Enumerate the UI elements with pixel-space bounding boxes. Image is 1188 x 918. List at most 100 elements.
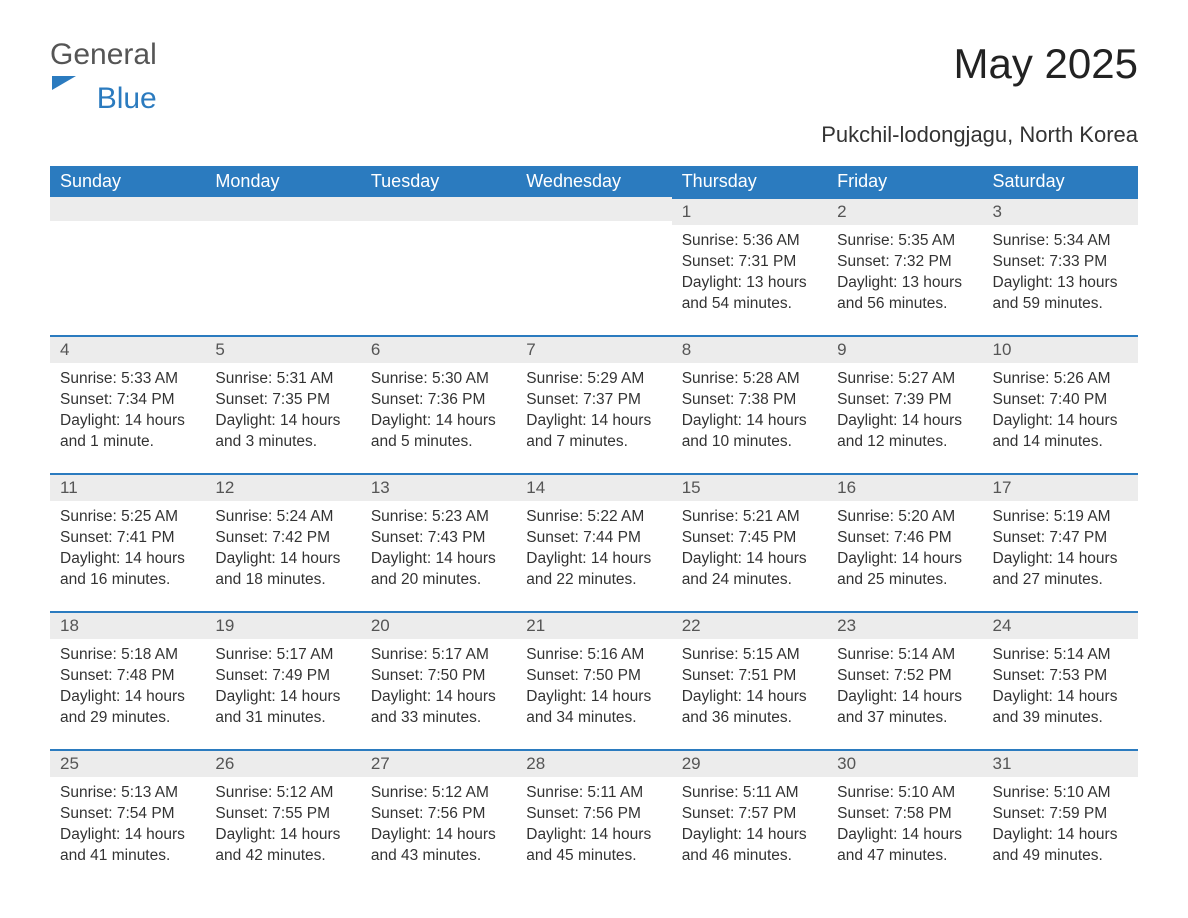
day-details: Sunrise: 5:36 AMSunset: 7:31 PMDaylight:… xyxy=(672,225,827,319)
logo-triangle-icon xyxy=(52,76,76,90)
daylight-text: Daylight: 14 hours and 45 minutes. xyxy=(526,825,661,867)
day-details: Sunrise: 5:35 AMSunset: 7:32 PMDaylight:… xyxy=(827,225,982,319)
calendar-cell: 28Sunrise: 5:11 AMSunset: 7:56 PMDayligh… xyxy=(516,749,671,887)
day-details: Sunrise: 5:14 AMSunset: 7:53 PMDaylight:… xyxy=(983,639,1138,733)
sunset-text: Sunset: 7:50 PM xyxy=(371,666,506,687)
sunrise-text: Sunrise: 5:33 AM xyxy=(60,369,195,390)
daylight-text: Daylight: 14 hours and 27 minutes. xyxy=(993,549,1128,591)
sunrise-text: Sunrise: 5:12 AM xyxy=(371,783,506,804)
calendar-cell: 3Sunrise: 5:34 AMSunset: 7:33 PMDaylight… xyxy=(983,197,1138,335)
calendar-week-row: 11Sunrise: 5:25 AMSunset: 7:41 PMDayligh… xyxy=(50,473,1138,611)
calendar-cell: 15Sunrise: 5:21 AMSunset: 7:45 PMDayligh… xyxy=(672,473,827,611)
sunrise-text: Sunrise: 5:18 AM xyxy=(60,645,195,666)
sunrise-text: Sunrise: 5:30 AM xyxy=(371,369,506,390)
calendar-cell: 8Sunrise: 5:28 AMSunset: 7:38 PMDaylight… xyxy=(672,335,827,473)
day-number: 21 xyxy=(516,611,671,639)
sunset-text: Sunset: 7:33 PM xyxy=(993,252,1128,273)
day-number: 2 xyxy=(827,197,982,225)
day-number: 3 xyxy=(983,197,1138,225)
sunset-text: Sunset: 7:35 PM xyxy=(215,390,350,411)
calendar-cell: 16Sunrise: 5:20 AMSunset: 7:46 PMDayligh… xyxy=(827,473,982,611)
sunrise-text: Sunrise: 5:21 AM xyxy=(682,507,817,528)
day-details: Sunrise: 5:17 AMSunset: 7:50 PMDaylight:… xyxy=(361,639,516,733)
sunrise-text: Sunrise: 5:11 AM xyxy=(682,783,817,804)
day-number: 11 xyxy=(50,473,205,501)
calendar-cell: 23Sunrise: 5:14 AMSunset: 7:52 PMDayligh… xyxy=(827,611,982,749)
weekday-header: Saturday xyxy=(983,166,1138,197)
sunset-text: Sunset: 7:39 PM xyxy=(837,390,972,411)
sunrise-text: Sunrise: 5:34 AM xyxy=(993,231,1128,252)
day-details: Sunrise: 5:12 AMSunset: 7:56 PMDaylight:… xyxy=(361,777,516,871)
logo: General Blue xyxy=(50,40,157,114)
sunrise-text: Sunrise: 5:14 AM xyxy=(837,645,972,666)
sunrise-text: Sunrise: 5:16 AM xyxy=(526,645,661,666)
daylight-text: Daylight: 14 hours and 41 minutes. xyxy=(60,825,195,867)
calendar-cell: 25Sunrise: 5:13 AMSunset: 7:54 PMDayligh… xyxy=(50,749,205,887)
calendar-header: SundayMondayTuesdayWednesdayThursdayFrid… xyxy=(50,166,1138,197)
sunset-text: Sunset: 7:36 PM xyxy=(371,390,506,411)
calendar-cell: 20Sunrise: 5:17 AMSunset: 7:50 PMDayligh… xyxy=(361,611,516,749)
sunset-text: Sunset: 7:42 PM xyxy=(215,528,350,549)
header-row: General Blue May 2025 xyxy=(50,40,1138,114)
day-details: Sunrise: 5:26 AMSunset: 7:40 PMDaylight:… xyxy=(983,363,1138,457)
calendar-cell xyxy=(516,197,671,335)
day-details: Sunrise: 5:10 AMSunset: 7:59 PMDaylight:… xyxy=(983,777,1138,871)
calendar-cell: 5Sunrise: 5:31 AMSunset: 7:35 PMDaylight… xyxy=(205,335,360,473)
calendar-cell: 6Sunrise: 5:30 AMSunset: 7:36 PMDaylight… xyxy=(361,335,516,473)
sunset-text: Sunset: 7:45 PM xyxy=(682,528,817,549)
sunrise-text: Sunrise: 5:25 AM xyxy=(60,507,195,528)
calendar-cell: 30Sunrise: 5:10 AMSunset: 7:58 PMDayligh… xyxy=(827,749,982,887)
day-number: 16 xyxy=(827,473,982,501)
day-details: Sunrise: 5:14 AMSunset: 7:52 PMDaylight:… xyxy=(827,639,982,733)
daylight-text: Daylight: 13 hours and 56 minutes. xyxy=(837,273,972,315)
daylight-text: Daylight: 14 hours and 14 minutes. xyxy=(993,411,1128,453)
day-details: Sunrise: 5:33 AMSunset: 7:34 PMDaylight:… xyxy=(50,363,205,457)
day-number: 26 xyxy=(205,749,360,777)
daylight-text: Daylight: 13 hours and 54 minutes. xyxy=(682,273,817,315)
day-number: 18 xyxy=(50,611,205,639)
calendar-cell: 7Sunrise: 5:29 AMSunset: 7:37 PMDaylight… xyxy=(516,335,671,473)
day-details: Sunrise: 5:12 AMSunset: 7:55 PMDaylight:… xyxy=(205,777,360,871)
sunrise-text: Sunrise: 5:20 AM xyxy=(837,507,972,528)
calendar-cell xyxy=(50,197,205,335)
sunrise-text: Sunrise: 5:27 AM xyxy=(837,369,972,390)
daylight-text: Daylight: 14 hours and 33 minutes. xyxy=(371,687,506,729)
sunset-text: Sunset: 7:38 PM xyxy=(682,390,817,411)
weekday-header: Sunday xyxy=(50,166,205,197)
day-number: 27 xyxy=(361,749,516,777)
sunset-text: Sunset: 7:53 PM xyxy=(993,666,1128,687)
weekday-header: Monday xyxy=(205,166,360,197)
calendar-cell: 31Sunrise: 5:10 AMSunset: 7:59 PMDayligh… xyxy=(983,749,1138,887)
day-number: 19 xyxy=(205,611,360,639)
day-details: Sunrise: 5:19 AMSunset: 7:47 PMDaylight:… xyxy=(983,501,1138,595)
sunset-text: Sunset: 7:56 PM xyxy=(371,804,506,825)
sunset-text: Sunset: 7:47 PM xyxy=(993,528,1128,549)
calendar-week-row: 4Sunrise: 5:33 AMSunset: 7:34 PMDaylight… xyxy=(50,335,1138,473)
sunrise-text: Sunrise: 5:36 AM xyxy=(682,231,817,252)
calendar-cell: 26Sunrise: 5:12 AMSunset: 7:55 PMDayligh… xyxy=(205,749,360,887)
sunrise-text: Sunrise: 5:13 AM xyxy=(60,783,195,804)
day-number: 8 xyxy=(672,335,827,363)
day-details: Sunrise: 5:21 AMSunset: 7:45 PMDaylight:… xyxy=(672,501,827,595)
daylight-text: Daylight: 14 hours and 46 minutes. xyxy=(682,825,817,867)
day-details: Sunrise: 5:20 AMSunset: 7:46 PMDaylight:… xyxy=(827,501,982,595)
day-details: Sunrise: 5:24 AMSunset: 7:42 PMDaylight:… xyxy=(205,501,360,595)
day-details: Sunrise: 5:23 AMSunset: 7:43 PMDaylight:… xyxy=(361,501,516,595)
daylight-text: Daylight: 14 hours and 22 minutes. xyxy=(526,549,661,591)
page-title: May 2025 xyxy=(954,40,1138,88)
sunset-text: Sunset: 7:59 PM xyxy=(993,804,1128,825)
day-number: 4 xyxy=(50,335,205,363)
calendar-cell: 17Sunrise: 5:19 AMSunset: 7:47 PMDayligh… xyxy=(983,473,1138,611)
weekday-header: Friday xyxy=(827,166,982,197)
day-number: 7 xyxy=(516,335,671,363)
sunset-text: Sunset: 7:50 PM xyxy=(526,666,661,687)
sunrise-text: Sunrise: 5:31 AM xyxy=(215,369,350,390)
sunrise-text: Sunrise: 5:22 AM xyxy=(526,507,661,528)
sunrise-text: Sunrise: 5:12 AM xyxy=(215,783,350,804)
day-number: 29 xyxy=(672,749,827,777)
calendar-week-row: 1Sunrise: 5:36 AMSunset: 7:31 PMDaylight… xyxy=(50,197,1138,335)
day-details: Sunrise: 5:29 AMSunset: 7:37 PMDaylight:… xyxy=(516,363,671,457)
day-number: 22 xyxy=(672,611,827,639)
calendar-cell: 9Sunrise: 5:27 AMSunset: 7:39 PMDaylight… xyxy=(827,335,982,473)
daylight-text: Daylight: 14 hours and 36 minutes. xyxy=(682,687,817,729)
